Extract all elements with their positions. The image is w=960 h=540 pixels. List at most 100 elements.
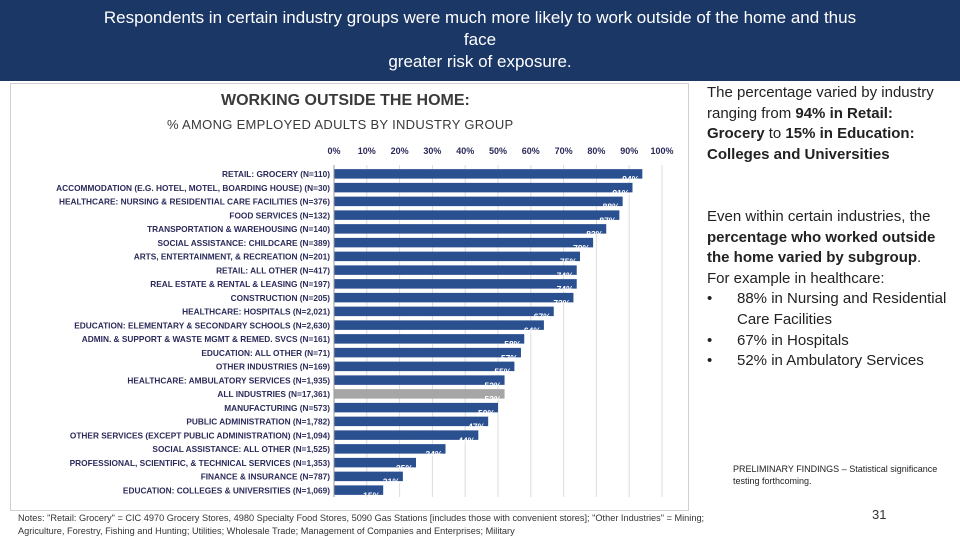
bar [334,292,574,303]
summary-high-value: 94% in Retail: Grocery [707,104,893,143]
category-label: ACCOMMODATION (E.G. HOTEL, MOTEL, BOARDI… [56,183,330,193]
x-tick-label: 100% [650,146,673,156]
category-label: ARTS, ENTERTAINMENT, & RECREATION (N=201… [134,252,331,262]
data-label: 91% [612,188,629,198]
x-tick-label: 80% [587,146,605,156]
bar [334,457,416,468]
category-label: MANUFACTURING (N=573) [224,403,330,413]
category-label: CONSTRUCTION (N=205) [231,293,331,303]
category-label: PROFESSIONAL, SCIENTIFIC, & TECHNICAL SE… [70,458,331,468]
data-label: 75% [560,257,577,267]
category-label: RETAIL: GROCERY (N=110) [222,169,330,179]
bullet-item: • 52% in Ambulatory Services [707,351,947,372]
chart-title: WORKING OUTSIDE THE HOME: [221,92,470,109]
data-label: 50% [478,408,495,418]
bullet-item: • 67% in Hospitals [707,331,947,352]
category-label: ADMIN. & SUPPORT & WASTE MGMT & REMED. S… [82,334,330,344]
bullet-text: 67% in Hospitals [737,331,849,349]
category-label: EDUCATION: COLLEGES & UNIVERSITIES (N=1,… [123,485,330,495]
bar [334,389,505,399]
data-label: 52% [485,394,502,404]
x-tick-label: 20% [391,146,409,156]
category-label: HEALTHCARE: HOSPITALS (N=2,021) [182,307,330,317]
slide-title-line-2: face [463,30,497,49]
bar [334,444,446,454]
bar [334,320,544,330]
subgroup-text-c: . [917,249,922,267]
category-label: HEALTHCARE: AMBULATORY SERVICES (N=1,935… [127,375,330,385]
bar [334,334,525,344]
data-label: 79% [573,243,590,253]
bar [334,430,479,440]
bullet-icon: • [707,331,713,349]
summary-text-c: to [764,125,786,143]
category-label: ALL INDUSTRIES (N=17,361) [217,389,330,399]
category-label: FINANCE & INSURANCE (N=787) [201,472,331,482]
bar [334,237,594,248]
category-label: TRANSPORTATION & WAREHOUSING (N=140) [147,224,330,234]
data-label: 74% [557,270,574,280]
bar [334,210,620,220]
category-label: FOOD SERVICES (N=132) [229,210,330,220]
data-label: 52% [485,380,502,390]
bar [334,347,521,358]
bar [334,402,498,413]
data-label: 87% [599,215,616,225]
bar [334,251,580,262]
bar [334,169,643,179]
data-label: 55% [494,367,511,377]
data-label: 67% [534,312,551,322]
data-label: 88% [603,202,620,212]
data-label: 73% [553,298,570,308]
x-tick-label: 50% [489,146,507,156]
category-label: OTHER SERVICES (EXCEPT PUBLIC ADMINISTRA… [70,430,330,440]
data-label: 57% [501,353,518,363]
chart-subtitle: % AMONG EMPLOYED ADULTS BY INDUSTRY GROU… [167,117,514,132]
bullet-text: 88% in Nursing and Residential Care Faci… [737,290,947,328]
healthcare-bullet-list: • 88% in Nursing and Residential Care Fac… [707,289,947,371]
data-label: 64% [524,325,541,335]
bar [334,416,489,427]
x-tick-label: 40% [456,146,474,156]
subgroup-example-intro: For example in healthcare: [707,269,885,287]
data-label: 15% [363,490,380,500]
category-label: HEALTHCARE: NURSING & RESIDENTIAL CARE F… [59,197,330,207]
bar [334,306,554,317]
bar [334,224,607,234]
x-tick-label: 70% [555,146,573,156]
bar-chart-panel: WORKING OUTSIDE THE HOME: % AMONG EMPLOY… [10,83,689,511]
preliminary-findings-note: PRELIMINARY FINDINGS – Statistical signi… [733,464,938,486]
x-tick-label: 0% [327,146,340,156]
bar [334,196,623,207]
data-label: 58% [504,339,521,349]
data-label: 47% [468,422,485,432]
category-label: EDUCATION: ALL OTHER (N=71) [201,348,330,358]
data-label: 34% [426,449,443,459]
category-label: RETAIL: ALL OTHER (N=417) [216,265,330,275]
category-label: REAL ESTATE & RENTAL & LEASING (N=197) [150,279,330,289]
x-tick-label: 10% [358,146,376,156]
slide-title-banner: Respondents in certain industry groups w… [0,0,960,81]
data-label: 25% [396,463,413,473]
data-label: 83% [586,229,603,239]
subgroup-text-a: Even within certain industries, the [707,208,931,225]
bullet-item: • 88% in Nursing and Residential Care Fac… [707,289,947,330]
summary-low-value: 15% in Education: Colleges and Universit… [707,125,915,163]
bar [334,361,515,372]
data-label: 94% [622,174,639,184]
subgroup-emphasis: percentage who worked outside the home v… [707,228,936,267]
category-label: EDUCATION: ELEMENTARY & SECONDARY SCHOOL… [74,320,330,330]
data-label: 21% [383,477,400,487]
bar [334,375,505,385]
category-label: PUBLIC ADMINISTRATION (N=1,782) [186,417,330,427]
slide-title-line-3: greater risk of exposure. [388,52,572,71]
bar [334,265,577,275]
bar [334,471,403,482]
x-tick-label: 60% [522,146,540,156]
x-tick-label: 90% [620,146,638,156]
bar [334,182,633,193]
x-tick-label: 30% [423,146,441,156]
bullet-icon: • [707,352,713,370]
bar-chart: 0% 10% 20% 30% 40% 50% 60% 70% 80% 90% 100% RETAIL:… [56,146,673,500]
data-label: 44% [458,435,475,445]
